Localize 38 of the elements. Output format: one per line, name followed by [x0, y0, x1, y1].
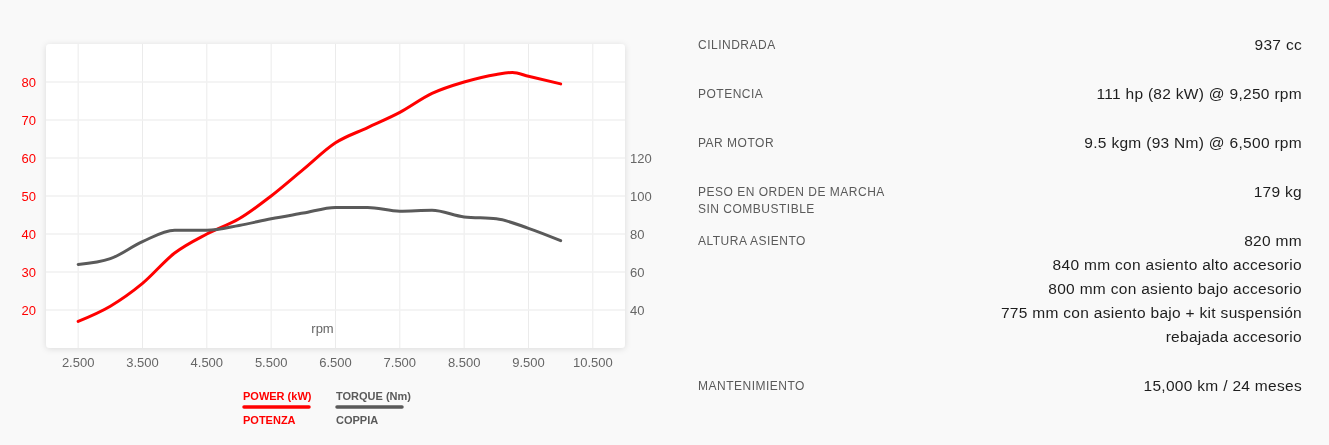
- x-tick-label: 10.500: [572, 355, 613, 370]
- category-label: MANTENIMIENTO: [698, 378, 805, 395]
- x-tick-label: 6.500: [319, 355, 352, 370]
- line-series: [76, 205, 563, 266]
- y2-tick-label: 80: [630, 226, 645, 242]
- y-tick-label: 30: [21, 264, 36, 280]
- y2-tick-label: 60: [630, 264, 645, 280]
- x-tick-label: 7.500: [383, 355, 417, 370]
- y-tick-label: 80: [21, 74, 36, 90]
- x-tick-label: 5.500: [254, 355, 288, 370]
- category-label: POTENCIA: [698, 86, 764, 103]
- y-tick-label: 60: [21, 150, 36, 166]
- x-tick-label: 9.500: [512, 355, 545, 370]
- category-label: PAR MOTOR: [698, 135, 775, 152]
- x-tick-label: 4.500: [190, 355, 224, 370]
- y-tick-label: 70: [21, 112, 36, 128]
- x-axis-title: rpm: [311, 321, 334, 336]
- text: 937 cc: [1254, 36, 1302, 53]
- text: 179 kg: [1253, 183, 1302, 200]
- text: POWER (kW) POTENZA: [243, 390, 312, 426]
- x-tick-label: 2.500: [61, 355, 95, 370]
- y-tick-label: 20: [21, 302, 36, 318]
- y-tick-label: 50: [21, 188, 36, 204]
- category-label: PESO EN ORDEN DE MARCHA SIN COMBUSTIBLE: [698, 184, 885, 218]
- text: TORQUE (Nm) COPPIA: [336, 390, 412, 426]
- text: 111 hp (82 kW) @ 9,250 rpm: [1096, 85, 1302, 102]
- line-series: [76, 71, 563, 323]
- y2-tick-label: 100: [630, 188, 652, 204]
- y2-tick-label: 40: [630, 302, 645, 318]
- category-label: CILINDRADA: [698, 37, 776, 54]
- x-tick-label: 3.500: [126, 355, 159, 370]
- text: 820 mm 840 mm con asiento alto accesorio 800 mm con asiento bajo accesorio 775 mm con asiento bajo + kit suspensión rebajada accesorio: [1000, 232, 1302, 345]
- y-tick-label: 40: [21, 226, 36, 242]
- x-tick-label: 8.500: [447, 355, 481, 370]
- category-label: ALTURA ASIENTO: [698, 233, 806, 250]
- text: 15,000 km / 24 meses: [1143, 377, 1302, 394]
- text: 9.5 kgm (93 Nm) @ 6,500 rpm: [1084, 134, 1302, 151]
- y2-tick-label: 120: [630, 150, 652, 166]
